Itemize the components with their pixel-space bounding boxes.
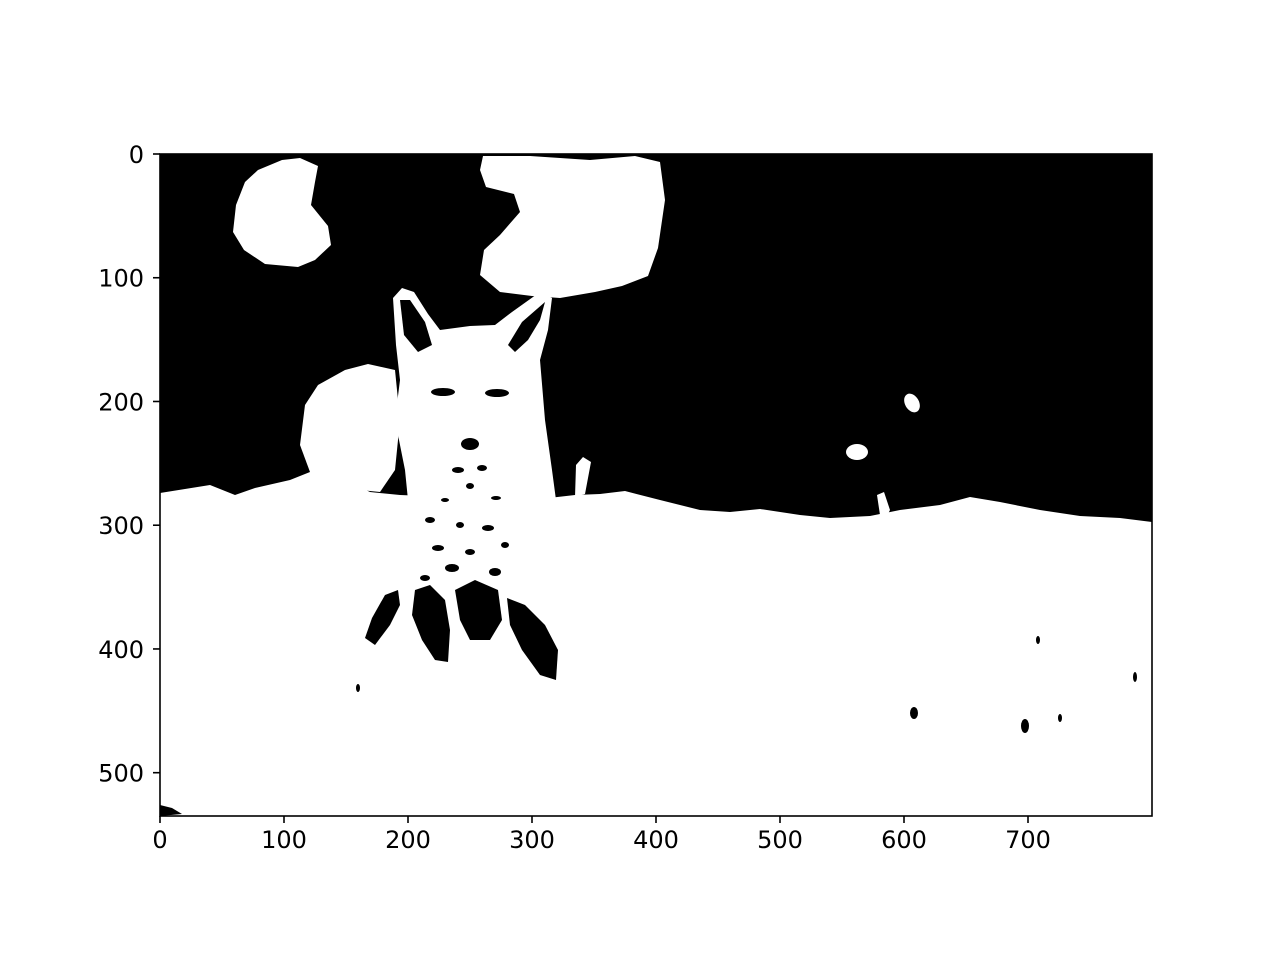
x-tick-label: 700 (1005, 826, 1051, 854)
snow-ground (160, 468, 1152, 816)
fox-eye-left (431, 388, 455, 396)
x-tick-label: 100 (261, 826, 307, 854)
fox-nose (461, 438, 479, 450)
fox-leg-dark-right (507, 598, 558, 680)
white-blob-top-left (233, 158, 331, 267)
binary-image (160, 154, 1152, 816)
fox-ear-left-dark (400, 300, 432, 352)
white-spot-2 (846, 444, 868, 460)
white-blob-top-center (480, 156, 665, 298)
x-axis-ticks: 0 100 200 300 400 500 600 700 (152, 816, 1051, 854)
x-tick-label: 600 (881, 826, 927, 854)
y-tick-label: 500 (98, 760, 144, 788)
y-tick-label: 300 (98, 512, 144, 540)
fox-paw-dark-left (365, 590, 400, 645)
y-tick-label: 400 (98, 636, 144, 664)
fox-leg-dark-left (412, 585, 450, 662)
fox-ear-right-dark (508, 302, 545, 352)
x-tick-label: 500 (757, 826, 803, 854)
white-region-left-mid (300, 364, 400, 492)
y-tick-label: 200 (98, 388, 144, 416)
snow-dark-specks (160, 636, 1137, 816)
fox-leg-dark-center (455, 580, 502, 640)
fox-body (362, 288, 560, 680)
y-axis-ticks: 0 100 200 300 400 500 (98, 141, 160, 788)
x-tick-label: 0 (152, 826, 167, 854)
fox-chest-speckles (420, 465, 509, 581)
y-tick-label: 0 (129, 141, 144, 169)
fox-eye-right (485, 389, 509, 397)
x-tick-label: 400 (633, 826, 679, 854)
y-tick-label: 100 (98, 265, 144, 293)
x-tick-label: 200 (385, 826, 431, 854)
white-spot-1 (904, 393, 920, 413)
x-tick-label: 300 (509, 826, 555, 854)
white-twig (575, 457, 591, 497)
white-stick (877, 492, 890, 518)
